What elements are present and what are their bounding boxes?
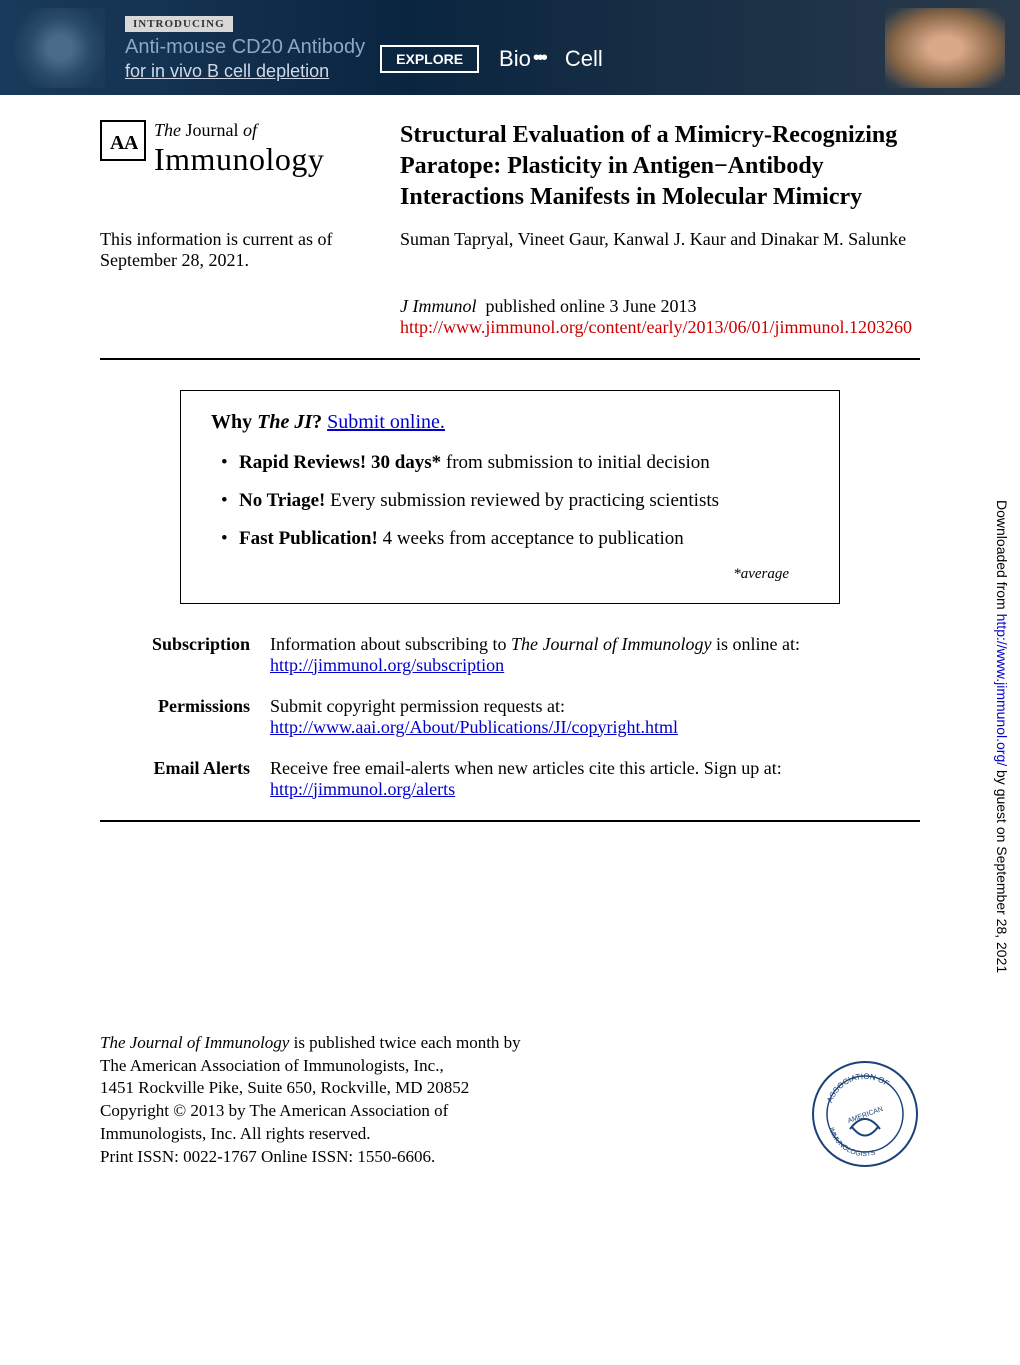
email-alerts-row: Email Alerts Receive free email-alerts w… xyxy=(120,758,900,800)
why-item-bold-1: No Triage! xyxy=(239,490,325,511)
subscription-content: Information about subscribing to The Jou… xyxy=(270,634,900,676)
email-alerts-label: Email Alerts xyxy=(120,758,270,800)
divider-top xyxy=(100,358,920,360)
permissions-text: Submit copyright permission requests at: xyxy=(270,696,565,716)
citation-journal-line: J Immunol published online 3 June 2013 xyxy=(400,296,920,317)
why-ji-title: Why The JI? Submit online. xyxy=(211,411,809,434)
footer-text: The Journal of Immunology is published t… xyxy=(100,1032,810,1170)
footer-line-3: Copyright © 2013 by The American Associa… xyxy=(100,1101,448,1120)
advertisement-banner[interactable]: INTRODUCING Anti-mouse CD20 Antibody for… xyxy=(0,0,1020,95)
brand-dots-icon xyxy=(533,44,563,74)
why-item-rest-1: Every submission reviewed by practicing … xyxy=(325,490,719,511)
footer-line-1: The American Association of Immunologist… xyxy=(100,1056,444,1075)
brand-prefix: Bio xyxy=(499,46,531,72)
download-info-sidebar: Downloaded from http://www.jimmunol.org/… xyxy=(994,500,1010,973)
journal-line2: Immunology xyxy=(154,141,324,178)
why-item-bold-2: Fast Publication! xyxy=(239,528,378,549)
sidebar-suffix: by guest on September 28, 2021 xyxy=(994,766,1010,973)
why-item-rest-2: 4 weeks from acceptance to publication xyxy=(378,528,684,549)
svg-text:A: A xyxy=(110,132,125,154)
current-date-info: This information is current as of Septem… xyxy=(100,229,400,271)
why-item-triage: No Triage! Every submission reviewed by … xyxy=(221,490,809,512)
banner-image-right xyxy=(885,8,1005,88)
journal-logo: A A The Journal of Immunology xyxy=(100,120,400,214)
permissions-label: Permissions xyxy=(120,696,270,738)
sidebar-prefix: Downloaded from xyxy=(994,500,1010,614)
svg-text:A: A xyxy=(124,132,138,154)
why-item-bold-0: Rapid Reviews! 30 days* xyxy=(239,452,441,473)
author-list: Suman Tapryal, Vineet Gaur, Kanwal J. Ka… xyxy=(400,229,920,271)
footer-line-4: Immunologists, Inc. All rights reserved. xyxy=(100,1124,371,1143)
footer-journal-name: The Journal of Immunology xyxy=(100,1033,289,1052)
banner-text: INTRODUCING Anti-mouse CD20 Antibody for… xyxy=(105,14,885,82)
explore-button[interactable]: EXPLORE xyxy=(380,45,479,73)
aai-logo-icon: ASSOCIATION OF IMMUNOLOGISTS AMERICAN xyxy=(810,1059,920,1169)
citation-block: J Immunol published online 3 June 2013 h… xyxy=(0,281,1020,343)
email-alerts-text: Receive free email-alerts when new artic… xyxy=(270,758,782,778)
info-row: This information is current as of Septem… xyxy=(0,229,1020,281)
banner-product-title: Anti-mouse CD20 Antibody xyxy=(125,36,365,59)
why-item-rapid: Rapid Reviews! 30 days* from submission … xyxy=(221,452,809,474)
journal-the: The xyxy=(154,120,181,140)
info-table: Subscription Information about subscribi… xyxy=(120,634,900,800)
why-suffix: ? xyxy=(312,411,327,433)
why-item-fast: Fast Publication! 4 weeks from acceptanc… xyxy=(221,528,809,550)
why-prefix: Why xyxy=(211,411,257,433)
subscription-link[interactable]: http://jimmunol.org/subscription xyxy=(270,655,504,675)
subscription-text: Information about subscribing to The Jou… xyxy=(270,634,800,654)
header-row: A A The Journal of Immunology Structural… xyxy=(0,95,1020,229)
banner-introducing-label: INTRODUCING xyxy=(125,16,233,32)
submit-online-link[interactable]: Submit online. xyxy=(327,411,445,433)
why-journal-name: The JI xyxy=(257,411,312,433)
article-title: Structural Evaluation of a Mimicry-Recog… xyxy=(400,120,920,214)
subscription-row: Subscription Information about subscribi… xyxy=(120,634,900,676)
why-item-rest-0: from submission to initial decision xyxy=(441,452,710,473)
citation-url-link[interactable]: http://www.jimmunol.org/content/early/20… xyxy=(400,317,912,337)
brand-suffix: Cell xyxy=(565,46,603,72)
banner-product-subtitle: for in vivo B cell depletion xyxy=(125,61,365,82)
why-ji-box: Why The JI? Submit online. Rapid Reviews… xyxy=(180,390,840,604)
average-note: *average xyxy=(211,566,809,583)
footer-line-5: Print ISSN: 0022-1767 Online ISSN: 1550-… xyxy=(100,1147,435,1166)
subscription-label: Subscription xyxy=(120,634,270,676)
svg-text:AMERICAN: AMERICAN xyxy=(847,1106,884,1125)
permissions-link[interactable]: http://www.aai.org/About/Publications/JI… xyxy=(270,717,678,737)
email-alerts-content: Receive free email-alerts when new artic… xyxy=(270,758,900,800)
why-list: Rapid Reviews! 30 days* from submission … xyxy=(211,452,809,550)
biocell-logo: Bio Cell xyxy=(499,44,603,74)
journal-name-part1: Journal xyxy=(186,120,239,140)
permissions-row: Permissions Submit copyright permission … xyxy=(120,696,900,738)
footer-line-2: 1451 Rockville Pike, Suite 650, Rockvill… xyxy=(100,1078,469,1097)
divider-footer xyxy=(100,820,920,822)
permissions-content: Submit copyright permission requests at:… xyxy=(270,696,900,738)
journal-line1: The Journal of xyxy=(154,120,324,141)
journal-badge-icon: A A xyxy=(100,120,146,161)
sidebar-link[interactable]: http://www.jimmunol.org/ xyxy=(994,614,1010,767)
banner-image-left xyxy=(15,8,105,88)
email-alerts-link[interactable]: http://jimmunol.org/alerts xyxy=(270,779,455,799)
svg-text:ASSOCIATION OF: ASSOCIATION OF xyxy=(825,1072,891,1104)
svg-text:IMMUNOLOGISTS: IMMUNOLOGISTS xyxy=(827,1127,876,1158)
journal-of: of xyxy=(243,120,257,140)
footer: The Journal of Immunology is published t… xyxy=(0,1022,1020,1190)
